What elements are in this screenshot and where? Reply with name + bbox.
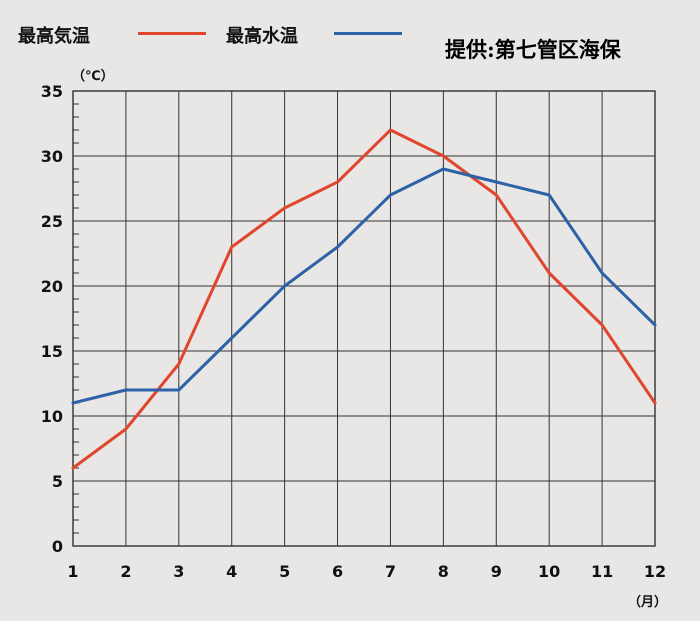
x-tick-label: 3 xyxy=(173,562,184,581)
y-tick-label: 25 xyxy=(41,212,63,231)
x-tick-label: 1 xyxy=(67,562,78,581)
y-axis-unit: （℃） xyxy=(72,68,114,84)
x-tick-label: 11 xyxy=(591,562,613,581)
x-tick-label: 2 xyxy=(120,562,131,581)
y-tick-label: 20 xyxy=(41,277,63,296)
legend-swatch-air-temp xyxy=(138,32,206,35)
x-tick-label: 4 xyxy=(226,562,237,581)
x-tick-label: 8 xyxy=(438,562,449,581)
series-line-2 xyxy=(71,167,657,405)
legend-label-air-temp: 最高気温 xyxy=(18,26,90,47)
y-tick-label: 5 xyxy=(52,472,63,491)
x-tick-label: 10 xyxy=(538,562,560,581)
source-credit: 提供:第七管区海保 xyxy=(445,37,621,62)
y-tick-label: 15 xyxy=(41,342,63,361)
legend-label-water-temp: 最高水温 xyxy=(226,26,298,47)
series-line-1 xyxy=(71,128,657,470)
y-tick-label: 35 xyxy=(41,82,63,101)
y-tick-label: 0 xyxy=(52,537,63,556)
x-tick-label: 6 xyxy=(332,562,343,581)
x-tick-labels: 1 2 3 4 5 6 7 8 9 10 11 12 xyxy=(67,562,666,581)
y-tick-label: 10 xyxy=(41,407,63,426)
series-lines xyxy=(71,128,657,470)
y-tick-labels: 0 5 10 15 20 25 30 35 xyxy=(41,82,63,556)
x-tick-label: 7 xyxy=(385,562,396,581)
x-tick-label: 9 xyxy=(491,562,502,581)
x-tick-label: 12 xyxy=(644,562,666,581)
y-tick-label: 30 xyxy=(41,147,63,166)
grid-lines xyxy=(72,90,656,547)
x-axis-unit: （月） xyxy=(628,594,667,610)
y-minor-ticks xyxy=(73,103,79,534)
x-tick-label: 5 xyxy=(279,562,290,581)
plot-frame xyxy=(72,90,656,547)
legend-swatch-water-temp xyxy=(334,32,402,35)
